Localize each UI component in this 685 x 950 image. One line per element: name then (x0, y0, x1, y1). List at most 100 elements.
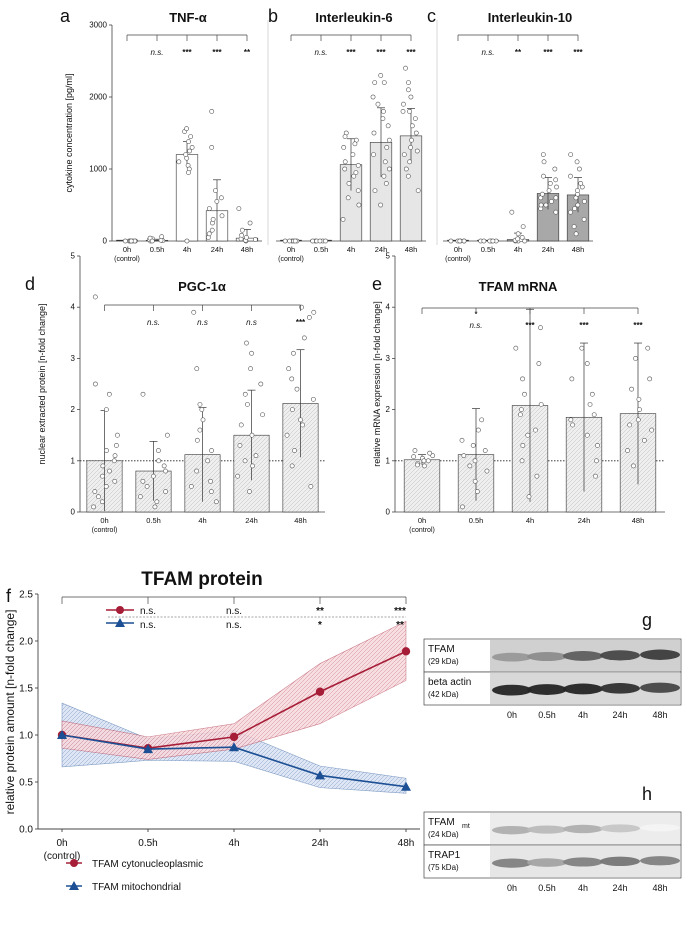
data-point (481, 238, 487, 244)
y-tick-label: 5 (71, 252, 76, 261)
data-point (106, 391, 112, 397)
data-point (578, 180, 584, 186)
x-tick-label: 0h (418, 516, 426, 525)
sig-legend-marker (116, 606, 124, 614)
x-tick-label: 48h (294, 516, 307, 525)
x-tick-label: 0.5h (314, 245, 329, 254)
data-point (412, 116, 418, 121)
data-point (553, 209, 559, 215)
significance-label: n.s. (140, 620, 156, 631)
data-point (308, 483, 314, 489)
data-point (156, 448, 161, 453)
panel-letter: c (427, 6, 436, 26)
x-tick-label: 0h (100, 516, 108, 525)
x-tick-label: 0h (123, 245, 131, 254)
data-point (520, 443, 526, 448)
data-point (569, 376, 575, 382)
data-point (237, 443, 243, 448)
lane-label: 0h (507, 883, 517, 893)
data-point (91, 504, 96, 510)
x-tick-label: 4h (228, 838, 239, 849)
data-point (520, 376, 525, 382)
lane-label: 48h (652, 710, 667, 720)
data-point (282, 238, 288, 244)
data-point (591, 412, 597, 418)
data-point (408, 94, 414, 100)
data-point (570, 422, 576, 428)
panel-letter: e (372, 274, 382, 294)
data-point (518, 407, 524, 412)
data-point (235, 473, 241, 479)
data-point (299, 304, 304, 310)
data-point (515, 231, 521, 237)
significance-label: *** (573, 48, 583, 57)
data-point (342, 166, 348, 172)
data-point (213, 499, 219, 505)
lane-label: 0h (507, 710, 517, 720)
data-point (517, 412, 523, 418)
blot-band (563, 651, 603, 661)
data-point (242, 391, 248, 397)
data-point (197, 427, 203, 433)
panel-d: d PGC-1α 0 1 2 3 4 5 nuclear extracted protein [… (25, 252, 325, 534)
x-tick-label: 4h (514, 245, 522, 254)
data-point (637, 407, 642, 412)
data-point (352, 141, 358, 147)
data-point (188, 134, 194, 139)
data-point (248, 366, 253, 372)
data-point (197, 402, 203, 407)
data-point (122, 238, 128, 244)
data-point (519, 234, 525, 240)
blot-band (492, 652, 532, 662)
data-point (183, 152, 189, 157)
lane-label: 0.5h (538, 883, 556, 893)
data-point (112, 453, 118, 459)
data-point (584, 361, 590, 366)
data-point (247, 489, 252, 494)
data-point (571, 224, 577, 229)
y-tick-label: 3 (71, 354, 76, 363)
blot-kda-label: (24 kDa) (428, 830, 459, 839)
x-tick-label: 48h (572, 245, 585, 254)
y-tick-label: 2 (71, 405, 76, 414)
data-point (381, 109, 386, 114)
x-tick-label: 24h (578, 516, 591, 525)
x-tick-sublabel: (control) (44, 851, 81, 862)
data-point (294, 386, 300, 392)
data-point (218, 195, 224, 201)
data-point (239, 232, 245, 238)
data-point (351, 173, 357, 179)
data-point (138, 494, 143, 500)
panel-e: e TFAM mRNA 0 1 2 3 4 5 relative mRNA expression… (372, 252, 665, 534)
data-point (415, 462, 420, 468)
y-tick-label: 1.5 (19, 684, 33, 695)
significance-label: *** (543, 48, 553, 57)
data-point (186, 170, 191, 175)
data-point (568, 173, 573, 179)
data-point (407, 109, 412, 114)
data-point (378, 202, 384, 208)
blot-panel-g: g TFAM (29 kDa) beta actin (42 kDa) 0h 0.5h 4h 2… (423, 610, 682, 720)
data-point (547, 180, 553, 186)
data-point (163, 489, 168, 494)
data-point (406, 80, 411, 85)
data-point (633, 355, 638, 361)
data-point (413, 130, 419, 136)
data-point (292, 238, 298, 244)
data-point (575, 202, 581, 208)
data-point (386, 137, 392, 143)
x-tick-label: 4h (526, 516, 534, 525)
y-tick-label: 0 (71, 508, 76, 517)
blot-band (600, 824, 640, 833)
data-point (370, 94, 376, 100)
significance-label: *** (212, 48, 222, 57)
data-point (176, 159, 182, 165)
data-point (310, 238, 316, 244)
data-point (425, 458, 431, 464)
data-point (430, 453, 436, 459)
x-tick-label: 48h (405, 245, 418, 254)
data-point (411, 454, 417, 460)
x-tick-label: 48h (632, 516, 645, 525)
blot-label-subscript: mt (462, 823, 470, 830)
data-point (541, 173, 546, 179)
